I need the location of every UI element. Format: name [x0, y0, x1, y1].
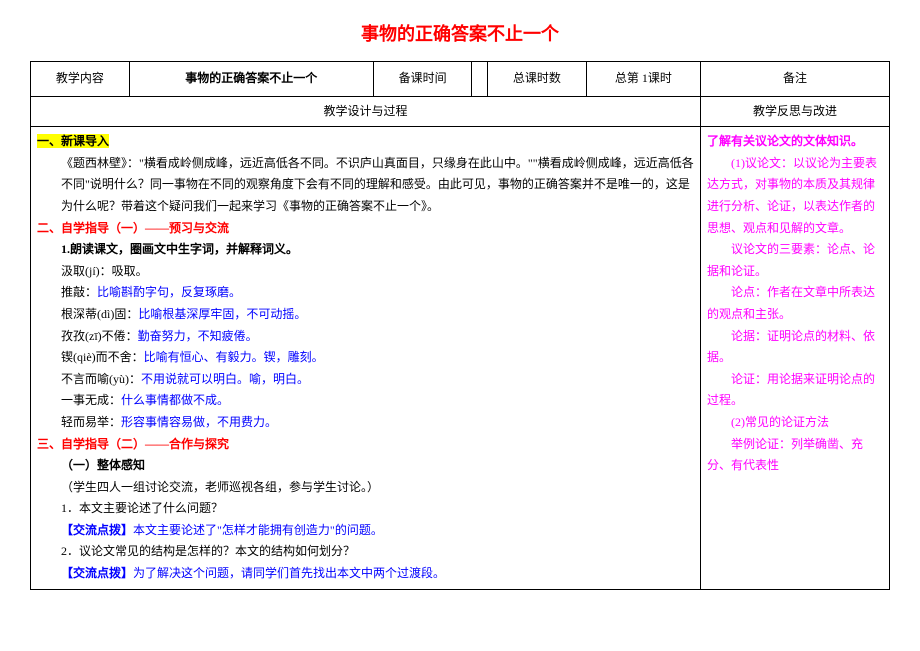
side-p4: 论据：证明论点的材料、依据。: [707, 326, 883, 369]
s2-l6b: 不用说就可以明白。喻，明白。: [141, 372, 309, 386]
header-col2: 事物的正确答案不止一个: [129, 62, 373, 97]
s3-a2-label: 【交流点拨】: [61, 566, 133, 580]
s3-suffix: ——合作与探究: [145, 437, 229, 451]
s2-l2a: 推敲：: [61, 285, 97, 299]
side-h1: 了解有关议论文的文体知识。: [707, 131, 883, 153]
s3-h1: （一）整体感知: [37, 455, 694, 477]
s2-h1: 1.朗读课文，圈画文中生字词，并解释词义。: [37, 239, 694, 261]
header-row: 教学内容 事物的正确答案不止一个 备课时间 总课时数 总第 1课时 备注: [31, 62, 890, 97]
s2-l7a: 一事无成：: [61, 393, 121, 407]
s2-l8a: 轻而易举：: [61, 415, 121, 429]
side-content: 了解有关议论文的文体知识。 (1)议论文：以议论为主要表达方式，对事物的本质及其…: [700, 127, 889, 589]
s2-l8b: 形容事情容易做，不用费力。: [121, 415, 277, 429]
side-p7: 举例论证：列举确凿、充分、有代表性: [707, 434, 883, 477]
s2-suffix: ——预习与交流: [145, 221, 229, 235]
s2-l7b: 什么事情都做不成。: [121, 393, 229, 407]
s1-p1: 《题西林壁》："横看成岭侧成峰，远近高低各不同。不识庐山真面目，只缘身在此山中。…: [37, 153, 694, 218]
main-content: 一、新课导入 《题西林壁》："横看成岭侧成峰，远近高低各不同。不识庐山真面目，只…: [31, 127, 701, 589]
s2-l3b: 比喻根基深厚牢固，不可动摇。: [138, 307, 306, 321]
header-col6: 总第 1课时: [586, 62, 700, 97]
content-row: 一、新课导入 《题西林壁》："横看成岭侧成峰，远近高低各不同。不识庐山真面目，只…: [31, 127, 890, 589]
header-col1: 教学内容: [31, 62, 130, 97]
header-col5: 总课时数: [488, 62, 587, 97]
header-col7: 备注: [700, 62, 889, 97]
section-header-right: 教学反思与改进: [700, 96, 889, 127]
s2-l5b: 比喻有恒心、有毅力。锲，雕刻。: [144, 350, 324, 364]
side-p3: 论点：作者在文章中所表达的观点和主张。: [707, 282, 883, 325]
side-p6: (2)常见的论证方法: [707, 412, 883, 434]
s3-p1: （学生四人一组讨论交流，老师巡视各组，参与学生讨论。）: [37, 477, 694, 499]
s3-q2: 2．议论文常见的结构是怎样的？本文的结构如何划分？: [37, 541, 694, 563]
s3-a1-label: 【交流点拨】: [61, 523, 133, 537]
s1-title: 一、新课导入: [37, 134, 109, 148]
s3-title: 三、自学指导（二）: [37, 437, 145, 451]
section-header-row: 教学设计与过程 教学反思与改进: [31, 96, 890, 127]
side-p2: 议论文的三要素：论点、论据和论证。: [707, 239, 883, 282]
header-col4: [472, 62, 488, 97]
s2-l6a: 不言而喻(yù)：: [61, 372, 141, 386]
s2-l4b: 勤奋努力，不知疲倦。: [138, 329, 258, 343]
header-col3: 备课时间: [373, 62, 472, 97]
side-p1: (1)议论文：以议论为主要表达方式，对事物的本质及其规律进行分析、论证，以表达作…: [707, 153, 883, 239]
s2-l4a: 孜孜(zī)不倦：: [61, 329, 138, 343]
s3-q1: 1．本文主要论述了什么问题？: [37, 498, 694, 520]
s3-a1: 本文主要论述了"怎样才能拥有创造力"的问题。: [133, 523, 383, 537]
lesson-table: 教学内容 事物的正确答案不止一个 备课时间 总课时数 总第 1课时 备注 教学设…: [30, 61, 890, 590]
section-header-left: 教学设计与过程: [31, 96, 701, 127]
s3-a2: 为了解决这个问题，请同学们首先找出本文中两个过渡段。: [133, 566, 445, 580]
s2-l5a: 锲(qiè)而不舍：: [61, 350, 144, 364]
s2-title: 二、自学指导（一）: [37, 221, 145, 235]
s2-l1: 汲取(jí)：吸取。: [37, 261, 694, 283]
s2-l3a: 根深蒂(dì)固：: [61, 307, 138, 321]
side-p5: 论证：用论据来证明论点的过程。: [707, 369, 883, 412]
s2-l2b: 比喻斟酌字句，反复琢磨。: [97, 285, 241, 299]
document-title: 事物的正确答案不止一个: [30, 20, 890, 46]
